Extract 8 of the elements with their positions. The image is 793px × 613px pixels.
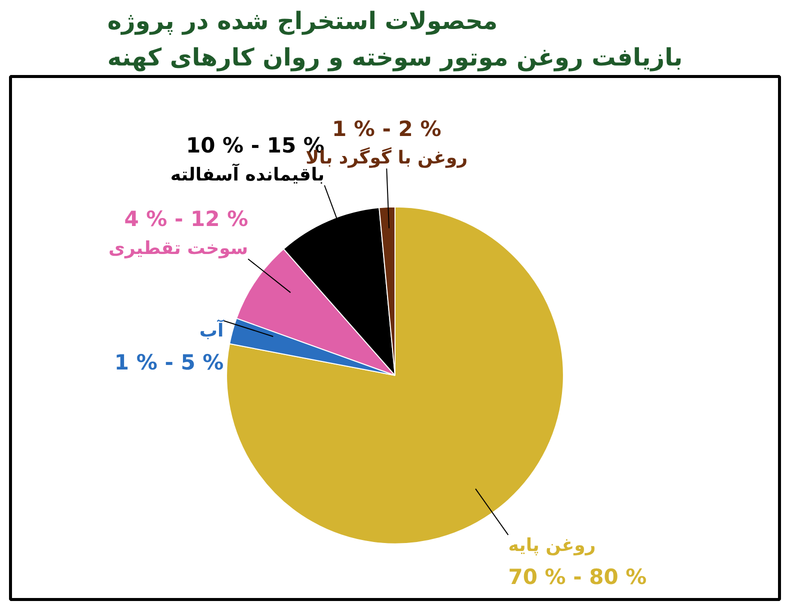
text: 70 % - 80 % [508, 564, 647, 589]
slice-label: سوخت تقطیری [108, 238, 248, 259]
slice-label: روغن پایه [508, 534, 596, 556]
chart-title: محصولات استخراج شده در پروژه بازیافت روغن موتور سوخته و روان کارهای کهنه [107, 7, 683, 72]
text: 1 % - 2 % [332, 116, 442, 141]
text: 4 % - 12 % [124, 207, 248, 232]
slice-label: آب [199, 318, 225, 342]
text: 1 % - 5 % [114, 350, 224, 375]
